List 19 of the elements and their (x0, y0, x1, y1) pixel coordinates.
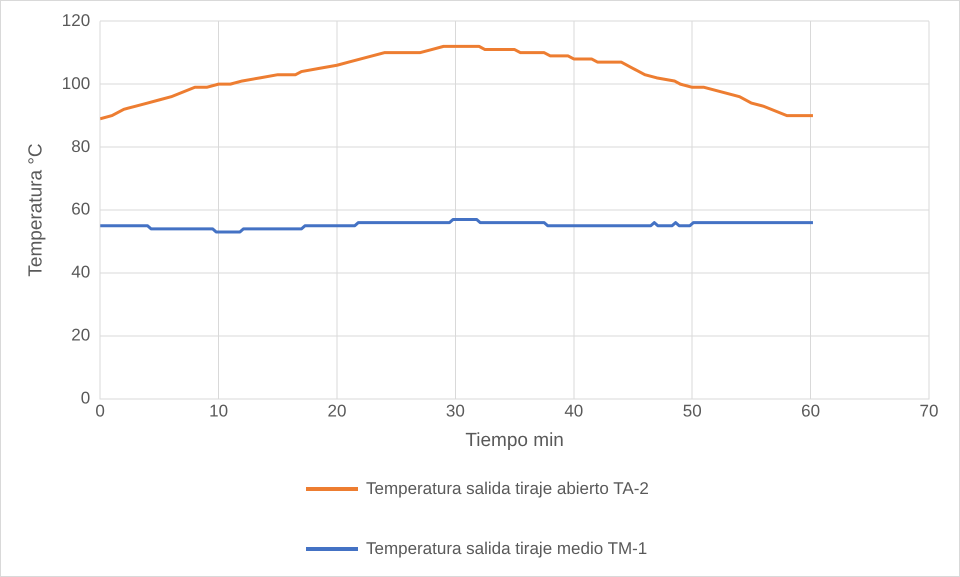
y-tick-label: 120 (62, 10, 90, 30)
x-tick-label: 60 (801, 402, 820, 421)
y-axis-title: Temperatura °C (26, 143, 47, 277)
x-tick-label: 20 (328, 402, 346, 421)
legend-label: Temperatura salida tiraje medio TM-1 (366, 539, 648, 559)
legend-label: Temperatura salida tiraje abierto TA-2 (366, 479, 649, 499)
y-tick-label: 0 (80, 388, 90, 408)
y-tick-label: 20 (71, 326, 90, 345)
x-tick-label: 40 (564, 402, 584, 421)
x-tick-label: 70 (920, 402, 938, 421)
x-tick-label: 10 (209, 402, 228, 421)
y-tick-label: 100 (62, 74, 90, 93)
x-tick-label: 0 (95, 402, 105, 421)
x-axis-title: Tiempo min (465, 430, 564, 451)
y-tick-label: 80 (71, 136, 90, 156)
y-tick-label: 40 (71, 262, 90, 282)
x-tick-label: 30 (446, 402, 465, 421)
x-tick-label: 50 (682, 402, 702, 421)
y-tick-label: 60 (71, 200, 90, 219)
